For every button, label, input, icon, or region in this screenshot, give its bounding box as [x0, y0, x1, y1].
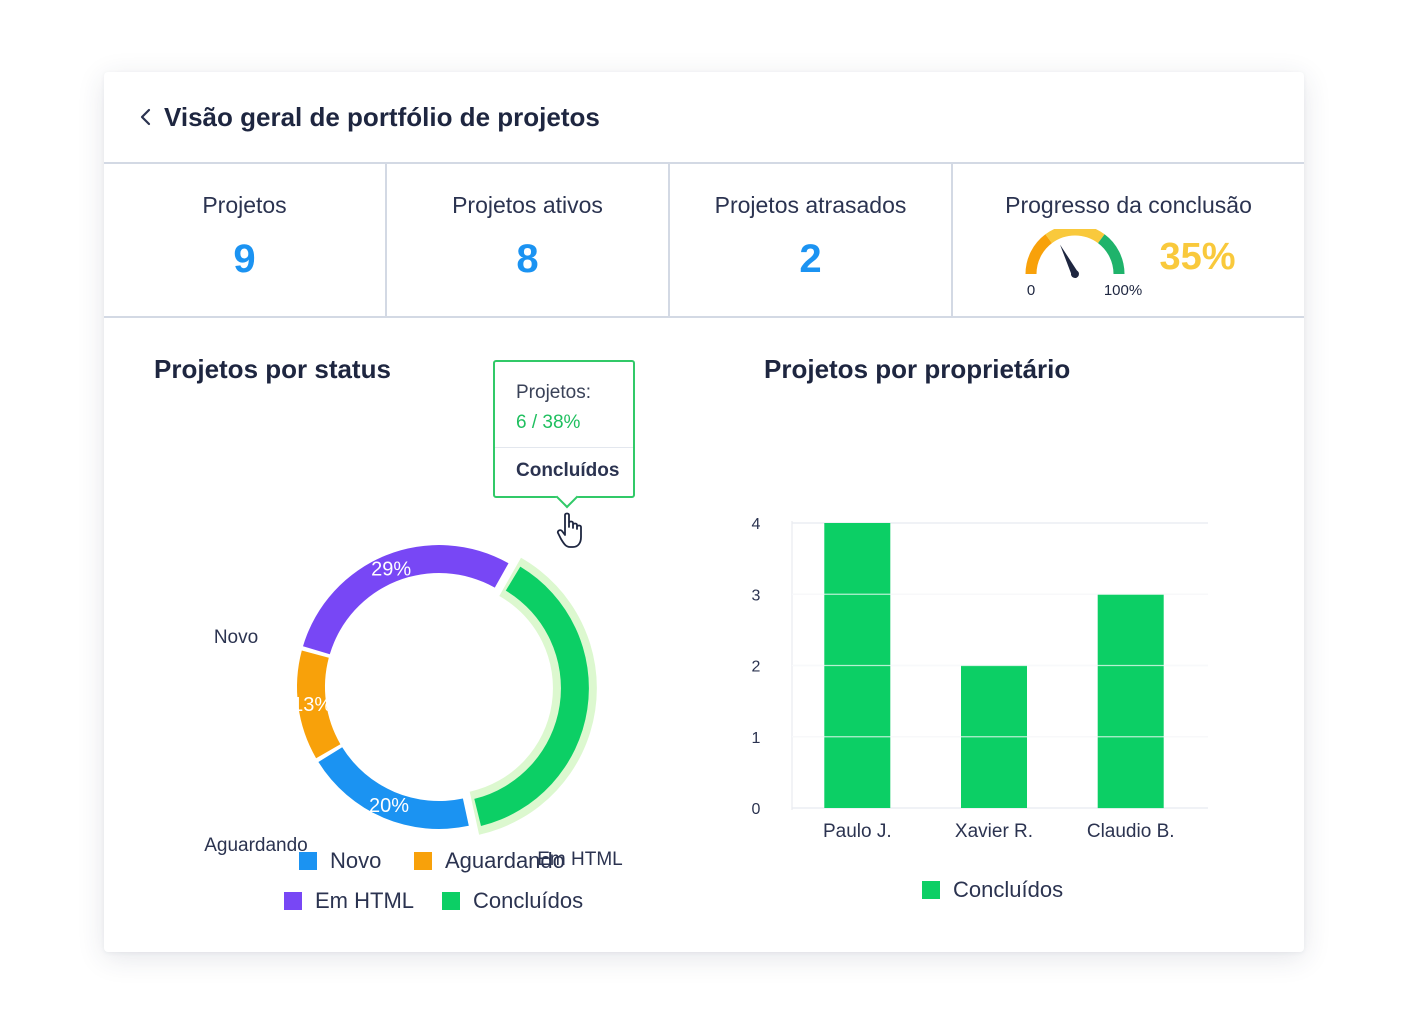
- legend-label: Concluídos: [953, 877, 1064, 902]
- gauge-segment-mid: [1045, 229, 1106, 244]
- tooltip-divider: [495, 447, 633, 448]
- category-label-novo: Novo: [214, 627, 258, 648]
- legend-swatch: [299, 852, 317, 870]
- y-tick-label: 2: [752, 659, 761, 676]
- y-tick-label: 3: [752, 587, 761, 604]
- kpi-label: Projetos: [202, 192, 287, 218]
- chart-tooltip: Projetos: 6 / 38% Concluídos: [493, 360, 635, 498]
- kpi-active-projects: Projetos ativos 8: [387, 164, 670, 316]
- status-chart-title: Projetos por status: [154, 354, 391, 384]
- x-tick-label: Claudio B.: [1087, 821, 1175, 842]
- owner-chart-title: Projetos por proprietário: [764, 354, 1071, 384]
- legend-item-owner-concluidos: Concluídos: [922, 877, 1063, 903]
- legend-label: Em HTML: [315, 888, 414, 913]
- tooltip-value: 6 / 38%: [516, 412, 581, 433]
- gauge-needle: [1060, 244, 1080, 278]
- kpi-value: 9: [233, 237, 256, 281]
- page-title: Visão geral de portfólio de projetos: [164, 101, 600, 132]
- donut-slice-concluidos[interactable]: [474, 566, 589, 826]
- x-tick-label: Paulo J.: [823, 821, 892, 842]
- legend-item-novo: Novo: [299, 848, 381, 874]
- x-tick-label: Xavier R.: [955, 821, 1033, 842]
- legend-swatch: [922, 881, 940, 899]
- legend-label: Concluídos: [473, 888, 584, 913]
- progress-gauge: 0 100%: [1025, 229, 1143, 299]
- donut-label-novo: 20%: [369, 795, 409, 817]
- category-label-aguardando: Aguardando: [204, 835, 308, 856]
- gauge-max-label: 100%: [1104, 282, 1142, 299]
- y-tick-label: 1: [752, 730, 761, 747]
- kpi-label: Projetos atrasados: [714, 192, 907, 218]
- kpi-late-projects: Projetos atrasados 2: [670, 164, 953, 316]
- tooltip-status: Concluídos: [516, 460, 620, 481]
- legend-item-em-html: Em HTML: [284, 888, 414, 914]
- back-button[interactable]: [136, 107, 156, 127]
- legend-item-aguardando: Aguardando: [414, 848, 565, 874]
- donut-slice-em-html[interactable]: [303, 545, 509, 655]
- kpi-row: Projetos 9 Projetos ativos 8 Projetos at…: [104, 164, 1304, 318]
- gauge-min-label: 0: [1027, 282, 1035, 299]
- legend-swatch: [442, 892, 460, 910]
- header: Visão geral de portfólio de projetos: [104, 72, 1304, 164]
- legend-item-concluidos: Concluídos: [442, 888, 583, 914]
- kpi-label: Progresso da conclusão: [1005, 192, 1252, 218]
- donut-label-aguardando: 13%: [292, 694, 332, 716]
- legend-swatch: [414, 852, 432, 870]
- donut-label-em-html: 29%: [371, 558, 411, 580]
- gauge-segment-high: [1098, 234, 1125, 275]
- bar-claudio-b[interactable]: [1097, 594, 1164, 809]
- donut-slice-aguardando[interactable]: [297, 650, 341, 759]
- progress-value: 35%: [1159, 235, 1236, 278]
- gauge-segment-low: [1025, 234, 1053, 275]
- donut-slice-novo[interactable]: [318, 747, 469, 829]
- legend-label: Novo: [330, 848, 382, 873]
- tooltip-label: Projetos:: [516, 382, 591, 403]
- kpi-progress: Progresso da conclusão 0 100% 35%: [953, 164, 1304, 316]
- portfolio-card: Visão geral de portfólio de projetos Pro…: [104, 72, 1304, 952]
- kpi-projects: Projetos 9: [104, 164, 387, 316]
- legend-swatch: [284, 892, 302, 910]
- owner-bar-chart: 0 1 2 3 4 Paulo J. Xavier R. Claudio B.: [752, 516, 1208, 842]
- legend-label: Aguardando: [445, 848, 565, 873]
- kpi-value: 2: [799, 237, 822, 281]
- category-label-em-html: Em HTML: [537, 849, 623, 870]
- y-tick-label: 4: [752, 516, 761, 533]
- hand-cursor-icon: [556, 512, 582, 548]
- chevron-left-icon: [140, 108, 151, 126]
- kpi-value: 8: [516, 237, 539, 281]
- y-tick-label: 0: [752, 801, 761, 818]
- kpi-label: Projetos ativos: [452, 192, 603, 218]
